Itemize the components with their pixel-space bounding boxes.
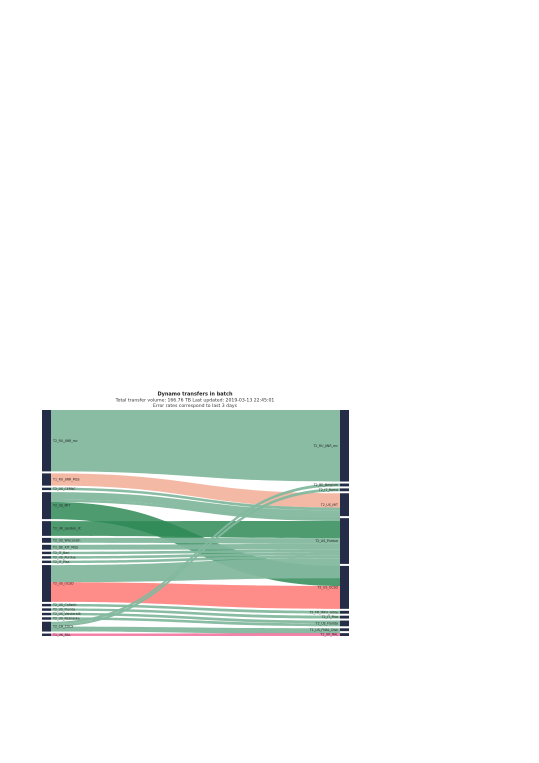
sankey-node-target-t4	[340, 493, 349, 517]
sankey-node-target-t6	[340, 565, 349, 609]
sankey-label-target-t10: T1_US_FNAL_Disk	[309, 628, 338, 632]
sankey-label-source-s14: T2_US_Vanderbilt	[52, 612, 82, 616]
sankey-link-s14-t9	[51, 612, 340, 624]
sankey-node-source-s12	[42, 603, 51, 607]
chart-subtitle-volume: Total transfer volume: 166.76 TB Last up…	[115, 398, 275, 404]
sankey-label-source-s1: T2_RU_JINR_mc	[52, 439, 78, 443]
sankey-label-target-t4: T2_US_MIT	[320, 503, 338, 507]
sankey-label-target-t2: T2_BE_Belgium	[313, 483, 338, 487]
sankey-link-s4-t4	[51, 492, 340, 519]
sankey-link-s7-t5	[51, 543, 340, 550]
sankey-node-target-t9	[340, 620, 349, 627]
sankey-label-source-s11: T2_US_UCSD	[52, 582, 74, 586]
chart-title: Dynamo transfers in batch	[157, 392, 233, 398]
sankey-node-source-s7	[42, 544, 51, 550]
sankey-link-s4-t5	[51, 499, 340, 521]
sankey-node-source-s1	[42, 410, 51, 472]
sankey-link-s10-t5	[51, 555, 340, 564]
sankey-link-s16-t2	[51, 483, 340, 625]
sankey-node-target-t2	[340, 483, 349, 487]
sankey-label-source-s15: T2_US_Nebraska	[52, 617, 80, 621]
sankey-label-source-s13: T2_US_Florida	[52, 608, 75, 612]
sankey-label-target-t7: T2_FR_IRFU_Grille	[308, 610, 338, 614]
sankey-label-target-t11: T1_UK_RAL	[319, 633, 338, 637]
sankey-nodes	[42, 410, 349, 636]
sankey-link-s15-t9	[51, 617, 340, 627]
sankey-label-source-s5: T2_UK_London_IC	[52, 527, 82, 531]
sankey-node-source-s16	[42, 621, 51, 632]
sankey-link-s5-t5	[51, 521, 340, 539]
sankey-label-source-s12: T2_US_Caltech	[52, 603, 77, 607]
sankey-node-source-s15	[42, 617, 51, 620]
sankey-label-target-t8: T2_IT_Pisa	[321, 615, 338, 619]
sankey-label-target-t5: T2_US_Purdue	[314, 539, 338, 543]
chart-subtitle-error-note: Error rates correspond to last 3 days	[153, 403, 238, 409]
sankey-label-source-s2: T1_RU_JINR_MSS	[52, 478, 80, 482]
sankey-label-source-s16: T2_CH_CSCS	[52, 625, 73, 629]
sankey-labels: T2_RU_JINR_mc T1_RU_JINR_MSS T2_US_CERNC T2…	[52, 439, 339, 637]
sankey-node-source-s10	[42, 560, 51, 564]
sankey-node-source-s9	[42, 556, 51, 559]
sankey-node-source-s17	[42, 633, 51, 636]
sankey-node-target-t5	[340, 518, 349, 564]
sankey-label-source-s10: T2_IT_Pisa	[52, 560, 69, 564]
sankey-label-source-s17: T1_UK_RAL	[52, 633, 71, 637]
sankey-node-target-t1	[340, 410, 349, 482]
sankey-node-source-s4	[42, 492, 51, 520]
sankey-label-source-s3: T2_US_CERNC	[52, 487, 76, 491]
sankey-label-source-s8: T2_IT_Bari	[52, 551, 70, 555]
sankey-label-target-t6: T2_US_UCSD	[316, 585, 338, 589]
sankey-link-s6-t5	[51, 537, 340, 544]
sankey-link-s11-t5	[51, 558, 340, 583]
sankey-node-source-s8	[42, 551, 51, 555]
sankey-node-target-t3	[340, 488, 349, 492]
sankey-link-s16-t10	[51, 626, 340, 634]
sankey-node-source-s5	[42, 521, 51, 536]
sankey-link-s17-t11	[51, 633, 340, 636]
sankey-link-s9-t5	[51, 552, 340, 559]
sankey-node-source-s14	[42, 612, 51, 616]
sankey-node-source-s13	[42, 608, 51, 611]
sankey-links	[51, 410, 340, 636]
sankey-link-s11-t6	[51, 582, 340, 609]
sankey-label-target-t9: T2_US_Florida	[315, 622, 338, 626]
sankey-node-source-s6	[42, 537, 51, 543]
sankey-link-s8-t5	[51, 549, 340, 555]
sankey-node-target-t11	[340, 633, 349, 636]
sankey-node-target-t8	[340, 615, 349, 619]
sankey-label-source-s4: T2_US_MIT	[52, 504, 70, 508]
sankey-label-source-s9: T2_US_Purdue	[52, 555, 76, 559]
sankey-node-source-s3	[42, 487, 51, 491]
sankey-label-source-s6: T2_US_Wisconsin	[52, 538, 80, 542]
sankey-label-source-s7: T1_DE_KIT_MSS	[52, 545, 78, 549]
sankey-link-s3-t4	[51, 487, 340, 511]
sankey-link-s16-t3	[51, 488, 340, 627]
sankey-label-target-t1: T2_RU_JINR_mc	[312, 444, 338, 448]
sankey-link-s1-t1	[51, 410, 340, 482]
sankey-node-source-s2	[42, 473, 51, 486]
sankey-node-target-t10	[340, 628, 349, 632]
sankey-link-s12-t7	[51, 603, 340, 614]
sankey-label-target-t3: T2_IT_Roma	[318, 488, 338, 492]
sankey-node-source-s11	[42, 565, 51, 602]
sankey-node-target-t7	[340, 610, 349, 614]
